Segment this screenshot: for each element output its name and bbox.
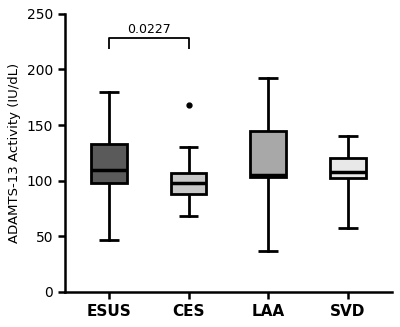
Bar	[330, 158, 366, 179]
Text: 0.0227: 0.0227	[127, 23, 170, 36]
Y-axis label: ADAMTS-13 Activity (IU/dL): ADAMTS-13 Activity (IU/dL)	[8, 63, 21, 243]
Bar	[250, 130, 286, 177]
Bar	[171, 173, 206, 194]
Bar	[91, 144, 127, 183]
